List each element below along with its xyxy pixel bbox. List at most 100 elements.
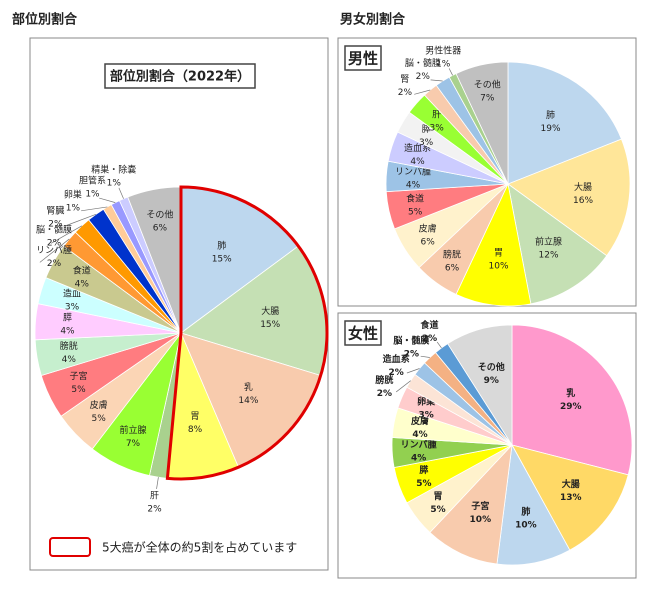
slice-label: 皮膚	[410, 415, 429, 427]
slice-label: 前立腺	[535, 235, 562, 247]
slice-label: 肺	[521, 506, 530, 518]
value-label: 3%	[418, 410, 433, 420]
slice-label: 脳・髄膜	[405, 57, 441, 69]
leader-line	[50, 225, 83, 244]
value-label: 1%	[66, 203, 81, 213]
slice-label: リンパ腫	[36, 245, 72, 256]
pie-slice	[511, 444, 629, 551]
value-label: 4%	[412, 430, 427, 440]
slice-label: その他	[478, 361, 505, 373]
value-label: 4%	[410, 157, 425, 167]
value-label: 16%	[573, 196, 593, 206]
value-label: 3%	[429, 124, 444, 134]
value-label: 1%	[85, 189, 100, 199]
slice-label: 造血系	[404, 142, 431, 154]
pie-slice	[455, 61, 509, 185]
slice-label: 胃	[494, 248, 503, 259]
slice-label: 肝	[150, 490, 159, 501]
slice-label: その他	[146, 209, 173, 221]
value-label: 14%	[238, 396, 258, 406]
legend-label: 5大癌が全体の約5割を占めています	[102, 540, 297, 555]
slice-label: 肺	[217, 241, 226, 252]
pie-slice	[507, 138, 631, 257]
slice-label: その他	[474, 79, 501, 91]
slice-label: 胆管系	[79, 174, 106, 186]
legend-swatch	[49, 537, 91, 557]
slice-label: 皮膚	[419, 222, 437, 234]
slice-label: 造血系	[383, 353, 410, 365]
slice-label: 膀胱	[60, 340, 78, 352]
slice-label: 膵	[422, 124, 431, 135]
slice-label: 子宮	[471, 500, 489, 512]
value-label: 3%	[65, 302, 80, 312]
slice-label: 子宮	[69, 370, 87, 382]
leader-line	[64, 214, 97, 227]
pie-slice	[507, 183, 608, 305]
leader-line	[81, 206, 108, 212]
pie-slice	[429, 443, 513, 565]
slice-label: 食道	[73, 265, 91, 277]
value-label: 29%	[560, 402, 582, 412]
value-label: 5%	[91, 414, 106, 424]
value-label: 7%	[480, 94, 495, 104]
slice-label: リンパ腫	[395, 167, 431, 178]
value-label: 9%	[484, 376, 499, 386]
slice-label: 腎臓	[46, 206, 64, 217]
pie-slice	[511, 324, 633, 476]
value-label: 2%	[47, 238, 62, 248]
leader-line	[156, 477, 159, 489]
value-label: 8%	[188, 425, 203, 435]
pie-slice	[496, 443, 571, 566]
value-label: 1%	[107, 178, 122, 188]
value-label: 3%	[419, 138, 434, 148]
value-label: 10%	[515, 521, 537, 531]
chart-title: 男性	[348, 50, 378, 68]
value-label: 2%	[422, 334, 437, 344]
value-label: 2%	[404, 350, 419, 360]
slice-label: 胃	[434, 491, 443, 502]
value-label: 2%	[377, 389, 392, 399]
pie-slice	[507, 61, 622, 185]
value-label: 15%	[212, 255, 232, 265]
slice-label: 食道	[419, 319, 438, 331]
pie-slice	[455, 182, 532, 307]
slice-label: 男性性器	[425, 44, 461, 56]
value-label: 5%	[71, 385, 86, 395]
leader-line	[99, 197, 116, 203]
value-label: 4%	[406, 181, 421, 191]
slice-label: リンパ腫	[401, 438, 437, 450]
title-box	[104, 63, 256, 89]
slice-label: 食道	[406, 192, 424, 204]
slice-label: 精巣・除嚢	[91, 163, 136, 175]
slice-label: 胃	[191, 411, 200, 422]
title-box	[344, 45, 382, 71]
value-label: 13%	[560, 493, 582, 503]
pie-slice	[447, 324, 513, 447]
slice-label: 膵	[63, 313, 72, 324]
panel	[29, 37, 329, 571]
leader-line	[118, 187, 124, 199]
slice-label: 乳	[566, 387, 575, 399]
slice-label: 膀胱	[443, 248, 461, 260]
section-title: 男女別割合	[340, 12, 406, 28]
slice-label: 脳・髄膜	[392, 335, 430, 347]
value-label: 6%	[153, 224, 168, 234]
slice-label: 脳・髄膜	[36, 223, 72, 235]
value-label: 2%	[398, 88, 413, 98]
value-label: 2%	[389, 368, 404, 378]
panel	[337, 312, 637, 579]
panel	[337, 37, 637, 307]
slice-label: 肺	[546, 110, 555, 121]
value-label: 4%	[62, 355, 77, 365]
chart-title: 部位別割合（2022年）	[110, 69, 250, 85]
slice-label: 肝	[432, 110, 441, 121]
slice-label: 膵	[419, 464, 428, 476]
value-label: 15%	[260, 320, 280, 330]
value-label: 10%	[489, 262, 509, 272]
slice-label: 大腸	[562, 478, 580, 490]
value-label: 4%	[75, 280, 90, 290]
slice-label: 膀胱	[374, 374, 393, 386]
value-label: 19%	[541, 124, 561, 134]
